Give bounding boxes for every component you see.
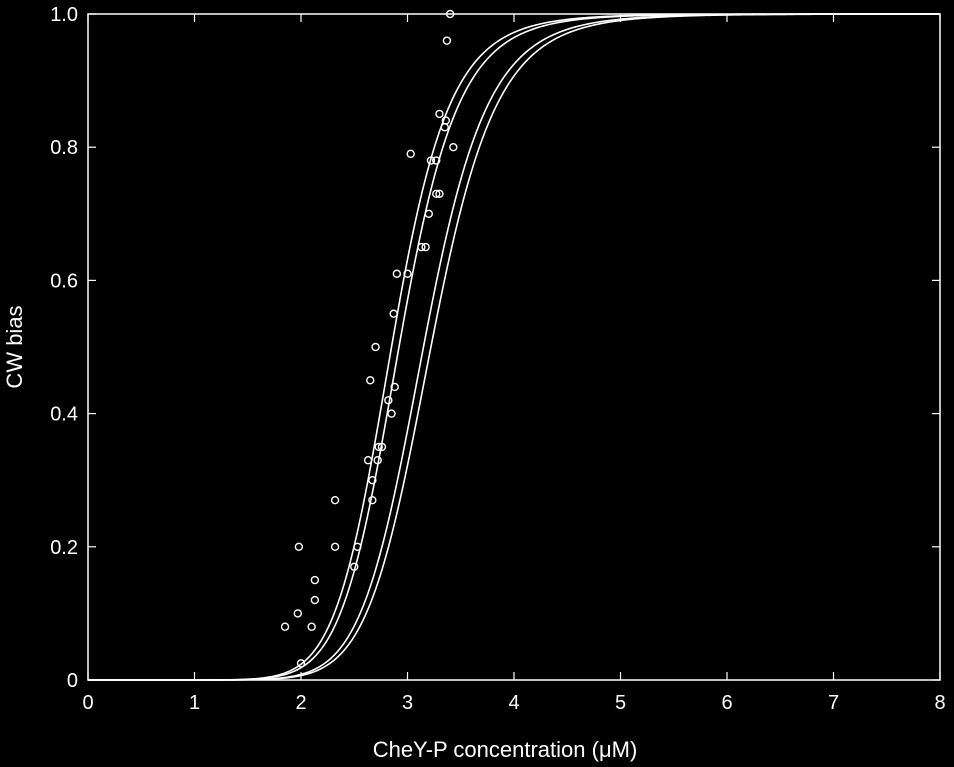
data-point bbox=[440, 123, 449, 132]
data-point bbox=[353, 542, 362, 551]
y-tick-label: 0.4 bbox=[50, 404, 78, 426]
y-tick-label: 0.2 bbox=[50, 537, 78, 559]
data-point bbox=[432, 189, 441, 199]
y-tick-label: 0 bbox=[67, 670, 78, 692]
data-point bbox=[368, 495, 377, 505]
x-tick-label: 6 bbox=[721, 692, 732, 714]
data-point bbox=[435, 189, 444, 199]
data-point bbox=[373, 456, 382, 465]
x-axis-ticks: 0 1 2 3 4 5 6 7 8 bbox=[82, 14, 946, 714]
data-point bbox=[350, 562, 359, 571]
x-tick-label: 3 bbox=[402, 692, 413, 714]
data-point bbox=[366, 376, 375, 385]
data-point bbox=[280, 622, 290, 631]
data-point bbox=[363, 456, 373, 465]
data-point bbox=[435, 109, 444, 119]
x-axis-label: CheY-P concentration (μM) bbox=[373, 737, 638, 762]
y-tick-label: 1.0 bbox=[50, 4, 78, 26]
y-axis-ticks: 0 0.2 0.4 0.6 0.8 1.0 bbox=[50, 4, 940, 692]
data-point bbox=[426, 156, 436, 165]
data-point bbox=[424, 209, 433, 219]
x-tick-label: 2 bbox=[295, 692, 306, 714]
data-point bbox=[310, 595, 320, 605]
data-point bbox=[368, 476, 377, 485]
data-point bbox=[417, 242, 426, 252]
y-axis-label: CW bias bbox=[2, 305, 27, 388]
x-tick-label: 1 bbox=[189, 692, 200, 714]
data-point bbox=[377, 442, 387, 452]
data-point bbox=[307, 622, 316, 631]
x-tick-label: 8 bbox=[934, 692, 945, 714]
data-point bbox=[390, 382, 399, 392]
data-point bbox=[389, 309, 398, 318]
data-point bbox=[371, 342, 380, 352]
data-points bbox=[280, 9, 458, 668]
data-point bbox=[387, 409, 396, 418]
data-point bbox=[392, 269, 402, 278]
x-tick-label: 4 bbox=[508, 692, 519, 714]
data-point bbox=[293, 609, 303, 618]
data-point bbox=[374, 442, 383, 452]
data-point bbox=[330, 495, 340, 505]
data-point bbox=[421, 242, 430, 252]
data-point bbox=[449, 142, 458, 152]
x-tick-label: 0 bbox=[82, 692, 93, 714]
data-point bbox=[403, 269, 412, 278]
x-tick-label: 5 bbox=[615, 692, 626, 714]
x-tick-label: 7 bbox=[828, 692, 839, 714]
data-point bbox=[406, 149, 415, 159]
data-point bbox=[442, 36, 452, 45]
y-tick-label: 0.6 bbox=[50, 270, 78, 292]
data-point bbox=[296, 659, 306, 668]
data-point bbox=[432, 156, 441, 165]
data-point bbox=[310, 575, 320, 585]
data-point bbox=[384, 396, 393, 405]
data-point bbox=[294, 542, 304, 551]
data-point bbox=[330, 542, 340, 551]
y-tick-label: 0.8 bbox=[50, 137, 78, 159]
